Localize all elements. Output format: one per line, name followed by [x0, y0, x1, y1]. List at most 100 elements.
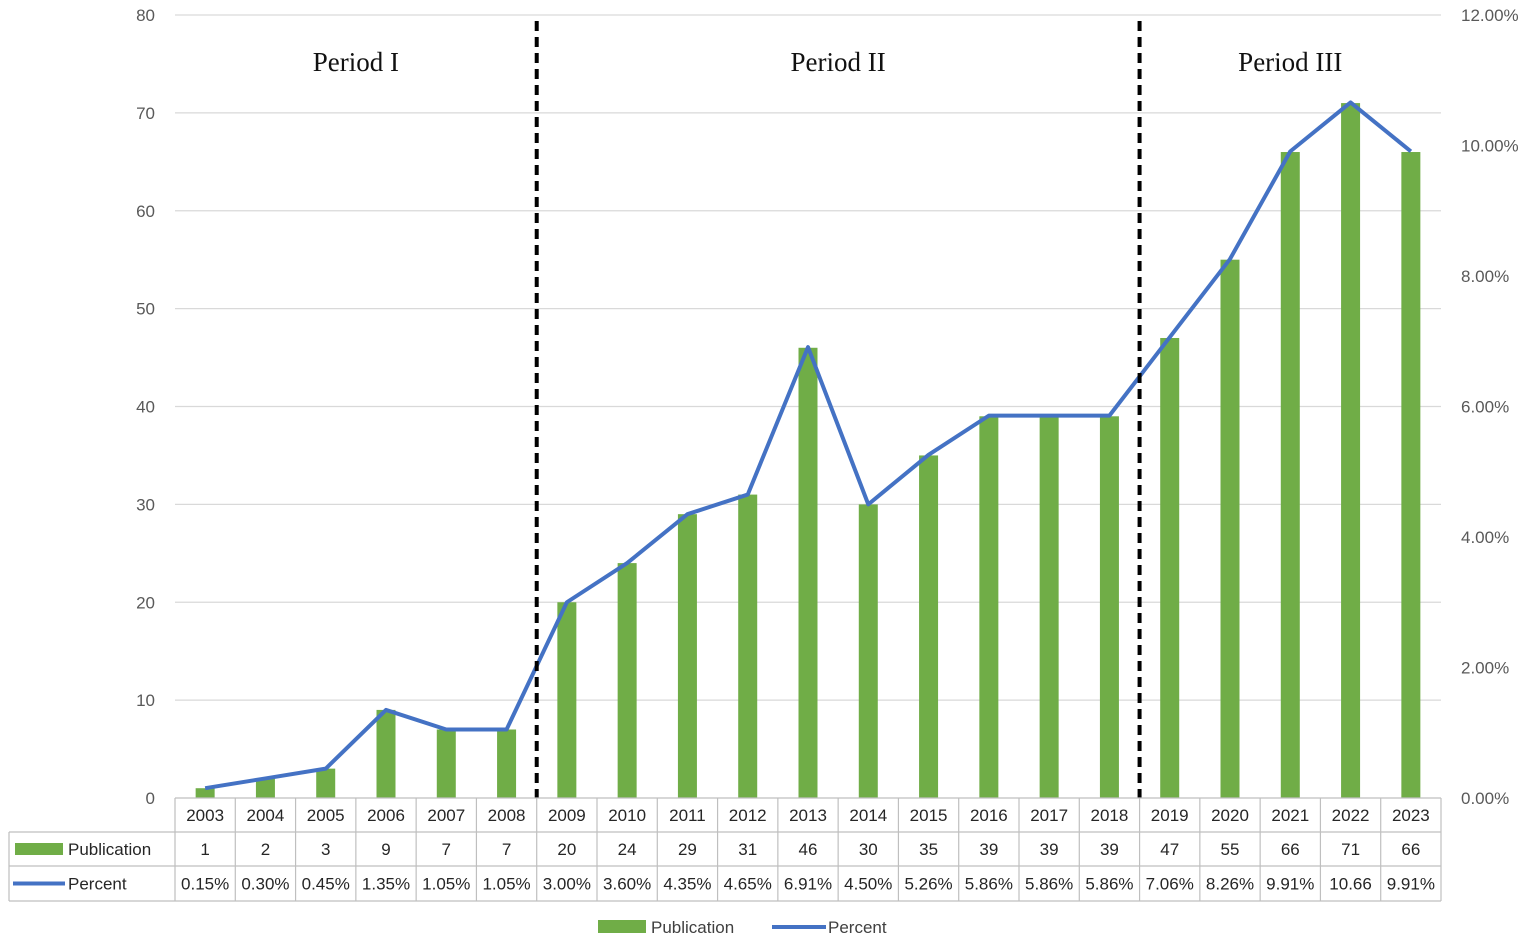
x-axis-tick-label: 2016: [970, 806, 1008, 825]
period-labels: Period I Period II Period III: [313, 47, 1343, 77]
publication-table-cell: 9: [381, 840, 390, 859]
publication-bar: [255, 778, 275, 798]
x-axis-tick-label: 2019: [1151, 806, 1189, 825]
left-axis: 0 10 20 30 40 50 60 70 80: [136, 6, 155, 808]
percent-line-series: [204, 100, 1413, 791]
publication-table-cell: 39: [1040, 840, 1059, 859]
publication-table-cell: 7: [442, 840, 451, 859]
percent-table-cell: 3.00%: [543, 875, 591, 894]
x-axis-tick-label: 2013: [789, 806, 827, 825]
x-axis-tick-label: 2014: [849, 806, 887, 825]
publication-table-cell: 2: [261, 840, 270, 859]
right-axis-tick-label: 8.00%: [1461, 267, 1509, 286]
percent-table-cell: 9.91%: [1266, 875, 1314, 894]
publication-table-cell: 7: [502, 840, 511, 859]
percent-table-cell: 4.50%: [844, 875, 892, 894]
publication-bar: [677, 514, 697, 798]
publication-table-cell: 29: [678, 840, 697, 859]
publication-bar: [1401, 152, 1421, 798]
publication-bar: [1341, 103, 1361, 798]
publication-bar: [1039, 416, 1059, 798]
left-axis-tick-label: 40: [136, 398, 155, 417]
period-label: Period III: [1238, 47, 1342, 77]
percent-table-cell: 1.05%: [482, 875, 530, 894]
x-axis-tick-label: 2003: [186, 806, 224, 825]
publication-bar: [1280, 152, 1300, 798]
publication-bar: [617, 563, 637, 798]
publication-table-cell: 20: [557, 840, 576, 859]
left-axis-tick-label: 20: [136, 593, 155, 612]
legend: Publication Percent: [598, 918, 887, 937]
data-table: 2003 1 0.15% 2004 2 0.30% 2005 3 0.45% 2006 9 1.35%…: [8, 797, 1442, 902]
x-axis-tick-label: 2004: [247, 806, 285, 825]
right-axis-tick-label: 0.00%: [1461, 789, 1509, 808]
publication-bar: [316, 768, 336, 798]
publication-table-cell: 31: [738, 840, 757, 859]
publication-row-label: Publication: [68, 840, 151, 859]
left-axis-tick-label: 60: [136, 202, 155, 221]
period-label: Period II: [791, 47, 886, 77]
x-axis-tick-label: 2021: [1271, 806, 1309, 825]
publication-bar: [738, 494, 758, 798]
x-axis-tick-label: 2005: [307, 806, 345, 825]
x-axis-tick-label: 2017: [1030, 806, 1068, 825]
publication-table-cell: 39: [979, 840, 998, 859]
right-axis-tick-label: 2.00%: [1461, 659, 1509, 678]
legend-percent-label: Percent: [828, 918, 887, 937]
percent-table-cell: 5.86%: [1085, 875, 1133, 894]
percent-table-cell: 5.26%: [904, 875, 952, 894]
x-axis-tick-label: 2018: [1091, 806, 1129, 825]
percent-table-cell: 6.91%: [784, 875, 832, 894]
x-axis-tick-label: 2012: [729, 806, 767, 825]
publication-bar: [436, 729, 456, 798]
publication-bar: [1099, 416, 1119, 798]
publication-bars: [195, 103, 1421, 798]
x-axis-tick-label: 2015: [910, 806, 948, 825]
x-axis-tick-label: 2006: [367, 806, 405, 825]
right-axis-tick-label: 10.00%: [1461, 137, 1519, 156]
percent-table-cell: 0.15%: [181, 875, 229, 894]
publication-table-cell: 71: [1341, 840, 1360, 859]
publication-bar: [497, 729, 517, 798]
percent-table-cell: 3.60%: [603, 875, 651, 894]
publication-bar: [376, 709, 396, 798]
right-axis-tick-label: 6.00%: [1461, 398, 1509, 417]
percent-table-cell: 4.65%: [724, 875, 772, 894]
percent-table-cell: 1.35%: [362, 875, 410, 894]
x-axis-tick-label: 2007: [427, 806, 465, 825]
publication-table-cell: 47: [1160, 840, 1179, 859]
left-axis-tick-label: 0: [146, 789, 155, 808]
publication-table-cell: 39: [1100, 840, 1119, 859]
percent-table-cell: 5.86%: [965, 875, 1013, 894]
percent-table-cell: 8.26%: [1206, 875, 1254, 894]
right-axis-tick-label: 12.00%: [1461, 6, 1519, 25]
percent-table-cell: 0.30%: [241, 875, 289, 894]
percent-table-cell: 10.66: [1329, 875, 1372, 894]
publication-bar: [919, 455, 939, 798]
left-axis-tick-label: 50: [136, 300, 155, 319]
publication-table-cell: 66: [1401, 840, 1420, 859]
publication-table-cell: 66: [1281, 840, 1300, 859]
percent-row-label: Percent: [68, 875, 127, 894]
publication-bar: [979, 416, 999, 798]
publication-row-key: [15, 843, 63, 855]
publication-table-cell: 46: [799, 840, 818, 859]
x-axis-tick-label: 2023: [1392, 806, 1430, 825]
publication-table-cell: 55: [1221, 840, 1240, 859]
x-axis-tick-label: 2022: [1332, 806, 1370, 825]
publication-bar: [798, 347, 818, 798]
publication-table-cell: 24: [618, 840, 637, 859]
percent-table-cell: 9.91%: [1387, 875, 1435, 894]
period-dividers: [534, 21, 1142, 798]
right-axis-tick-label: 4.00%: [1461, 528, 1509, 547]
x-axis-tick-label: 2020: [1211, 806, 1249, 825]
x-axis-tick-label: 2011: [669, 806, 706, 825]
x-axis-tick-label: 2008: [488, 806, 526, 825]
publication-bar: [1160, 337, 1180, 798]
left-axis-tick-label: 80: [136, 6, 155, 25]
left-axis-tick-label: 30: [136, 495, 155, 514]
right-axis: 0.00% 2.00% 4.00% 6.00% 8.00% 10.00% 12.00%: [1461, 6, 1519, 808]
percent-table-cell: 4.35%: [663, 875, 711, 894]
percent-table-cell: 1.05%: [422, 875, 470, 894]
